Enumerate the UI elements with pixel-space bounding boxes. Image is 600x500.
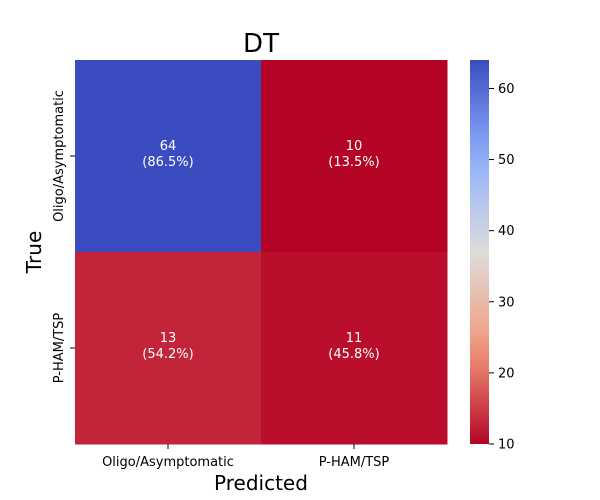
cell-label: (45.8%): [328, 347, 379, 362]
colorbar-gradient: [470, 60, 489, 444]
heatmap-cell: [261, 60, 448, 253]
cell-label: (86.5%): [142, 155, 193, 170]
cell-label: 10: [346, 139, 363, 154]
colorbar: 10 20 30 40 50 60: [470, 60, 515, 453]
x-tick-labels: Oligo/Asymptomatic P-HAM/TSP: [102, 444, 389, 470]
colorbar-tick-label: 30: [498, 295, 515, 310]
y-tick-labels: Oligo/Asymptomatic P-HAM/TSP: [52, 90, 75, 383]
chart-title: DT: [243, 29, 279, 59]
x-tick-label: Oligo/Asymptomatic: [102, 455, 234, 470]
heatmap-cell: [75, 60, 262, 253]
heatmap-cells: 64(86.5%) 10(13.5%) 13(54.2%) 11(45.8%): [75, 60, 448, 445]
y-axis-label: True: [22, 231, 46, 274]
y-tick-label: P-HAM/TSP: [52, 313, 67, 384]
colorbar-tick-label: 50: [498, 153, 515, 168]
colorbar-tick-label: 40: [498, 224, 515, 239]
cell-label: 11: [346, 331, 363, 346]
colorbar-tick-label: 60: [498, 82, 515, 97]
colorbar-tick-label: 10: [498, 438, 515, 453]
cell-label: (54.2%): [142, 347, 193, 362]
heatmap-cell: [75, 252, 262, 445]
cell-label: 64: [160, 139, 177, 154]
colorbar-tick-label: 20: [498, 366, 515, 381]
x-axis-label: Predicted: [214, 471, 308, 495]
heatmap-cell: [261, 252, 448, 445]
cell-label: 13: [160, 331, 177, 346]
x-tick-label: P-HAM/TSP: [319, 455, 390, 470]
cell-label: (13.5%): [328, 155, 379, 170]
y-tick-label: Oligo/Asymptomatic: [52, 90, 67, 222]
